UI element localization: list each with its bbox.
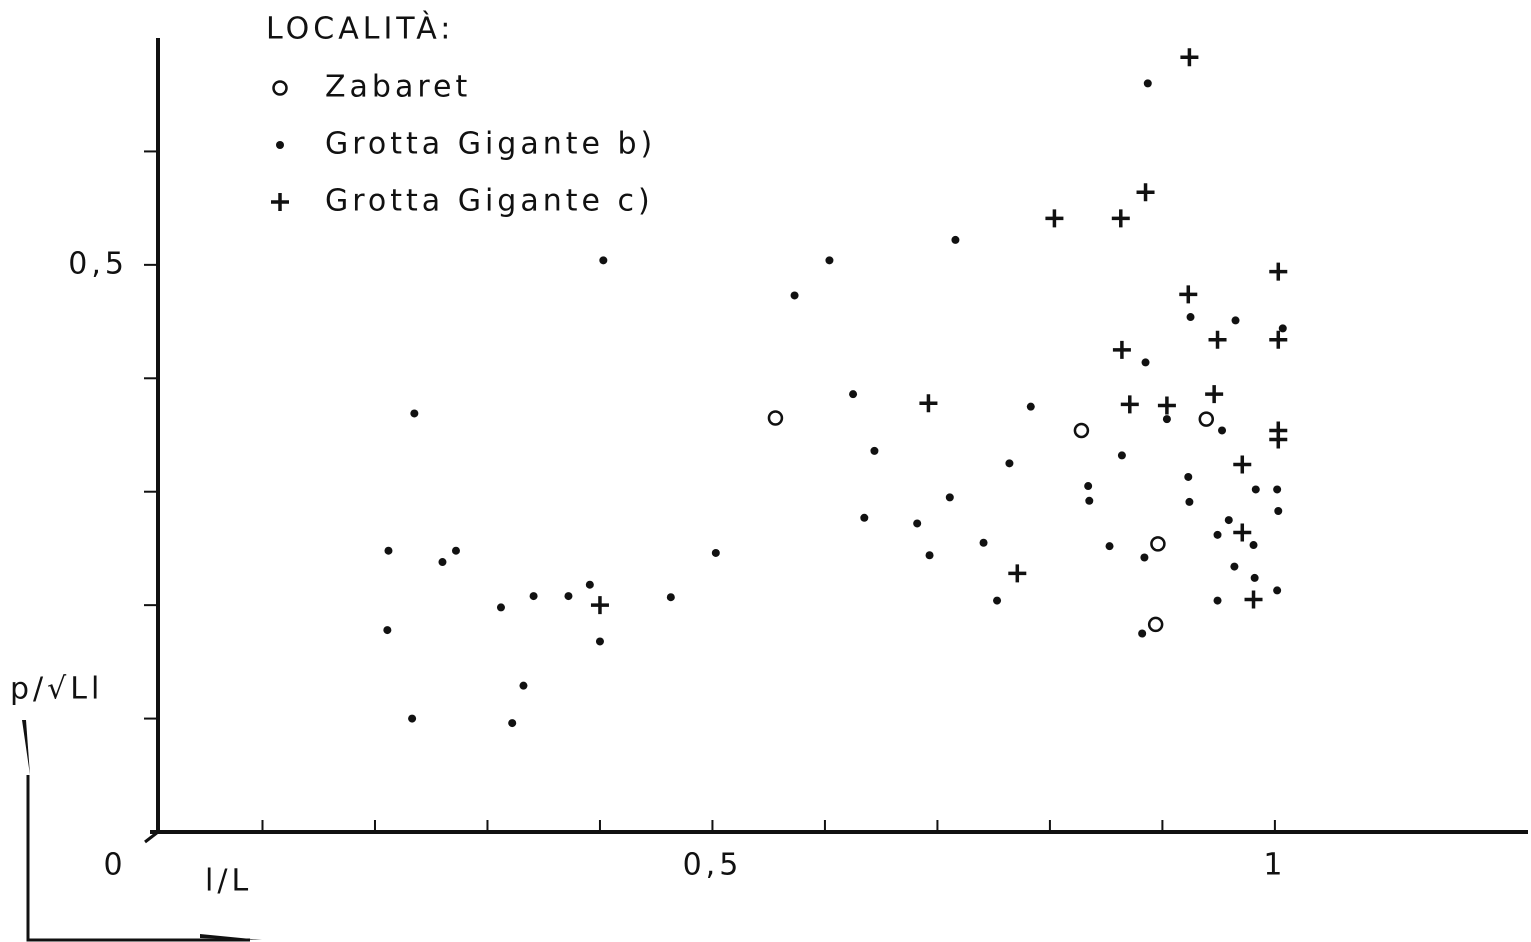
point <box>1233 455 1252 474</box>
point <box>1141 358 1150 367</box>
point <box>825 256 834 265</box>
point <box>925 551 934 560</box>
point <box>1269 330 1288 349</box>
point <box>870 446 879 455</box>
point <box>1120 395 1139 414</box>
x-tick-label: 0 <box>103 848 126 883</box>
point <box>451 546 460 555</box>
point <box>1233 523 1252 542</box>
y-tick-label: 0,5 <box>68 246 128 281</box>
point <box>767 410 784 426</box>
point <box>919 394 938 413</box>
point <box>595 637 604 646</box>
point <box>1147 616 1164 633</box>
point <box>951 235 960 244</box>
point <box>1138 629 1147 638</box>
point <box>1186 313 1195 322</box>
point <box>1249 541 1258 550</box>
point <box>599 256 608 265</box>
point <box>993 596 1002 605</box>
point <box>1213 596 1222 605</box>
point <box>508 719 517 728</box>
point <box>408 714 417 723</box>
point <box>849 390 858 399</box>
point <box>860 513 869 522</box>
x-arrow <box>200 934 262 940</box>
point <box>913 519 922 528</box>
point <box>1111 209 1130 228</box>
point <box>979 538 988 547</box>
point <box>1269 430 1288 449</box>
point <box>1244 590 1263 609</box>
point <box>585 580 594 589</box>
point <box>1198 411 1215 427</box>
legend-marker <box>276 141 284 149</box>
point <box>1105 542 1114 551</box>
point <box>1117 451 1126 460</box>
point <box>1208 330 1227 349</box>
point <box>1157 396 1176 415</box>
point <box>666 593 675 602</box>
x-axis-label: l/L <box>205 864 252 899</box>
point <box>1250 573 1259 582</box>
point <box>1073 422 1090 439</box>
point <box>1231 316 1240 325</box>
origin-stroke <box>144 830 159 844</box>
point <box>1136 183 1155 202</box>
point <box>496 603 505 612</box>
point <box>1230 562 1239 571</box>
point <box>1213 530 1222 539</box>
point <box>1162 415 1171 424</box>
point <box>1185 497 1194 506</box>
point <box>1251 485 1260 494</box>
point <box>1140 553 1149 562</box>
point <box>1179 285 1198 304</box>
point <box>1273 485 1282 494</box>
point <box>1269 262 1288 281</box>
legend-label: Zabaret <box>325 70 471 105</box>
point <box>1084 482 1093 491</box>
point <box>1278 324 1287 333</box>
point <box>383 626 392 635</box>
point <box>1026 402 1035 411</box>
legend-title: LOCALITÀ: <box>266 11 454 47</box>
legend-label: Grotta Gigante c) <box>325 184 654 219</box>
point <box>384 546 393 555</box>
point <box>1150 536 1166 552</box>
point <box>790 291 799 300</box>
point <box>1008 564 1027 583</box>
point <box>1045 209 1064 228</box>
point <box>1112 340 1131 359</box>
point <box>1218 426 1227 435</box>
axis-arrow-frame <box>26 775 250 942</box>
point <box>1205 385 1224 404</box>
point <box>945 493 954 502</box>
x-tick-label: 1 <box>1263 848 1286 883</box>
x-tick-label: 0,5 <box>683 848 743 883</box>
y-axis-label: p/√Ll <box>10 672 103 707</box>
legend-marker <box>271 193 289 211</box>
point <box>1005 459 1014 468</box>
point <box>1224 516 1233 525</box>
point <box>1085 496 1094 505</box>
point <box>410 409 419 418</box>
point <box>529 592 538 601</box>
point <box>711 548 720 557</box>
point <box>438 558 447 567</box>
point <box>1180 48 1199 67</box>
legend-label: Grotta Gigante b) <box>325 127 656 162</box>
point <box>519 681 528 690</box>
point <box>1273 586 1282 595</box>
point <box>1143 79 1152 88</box>
legend-marker <box>272 80 288 96</box>
point <box>564 592 573 601</box>
point <box>1274 506 1283 515</box>
y-arrow <box>22 720 30 775</box>
point <box>1184 472 1193 481</box>
point <box>590 596 609 615</box>
